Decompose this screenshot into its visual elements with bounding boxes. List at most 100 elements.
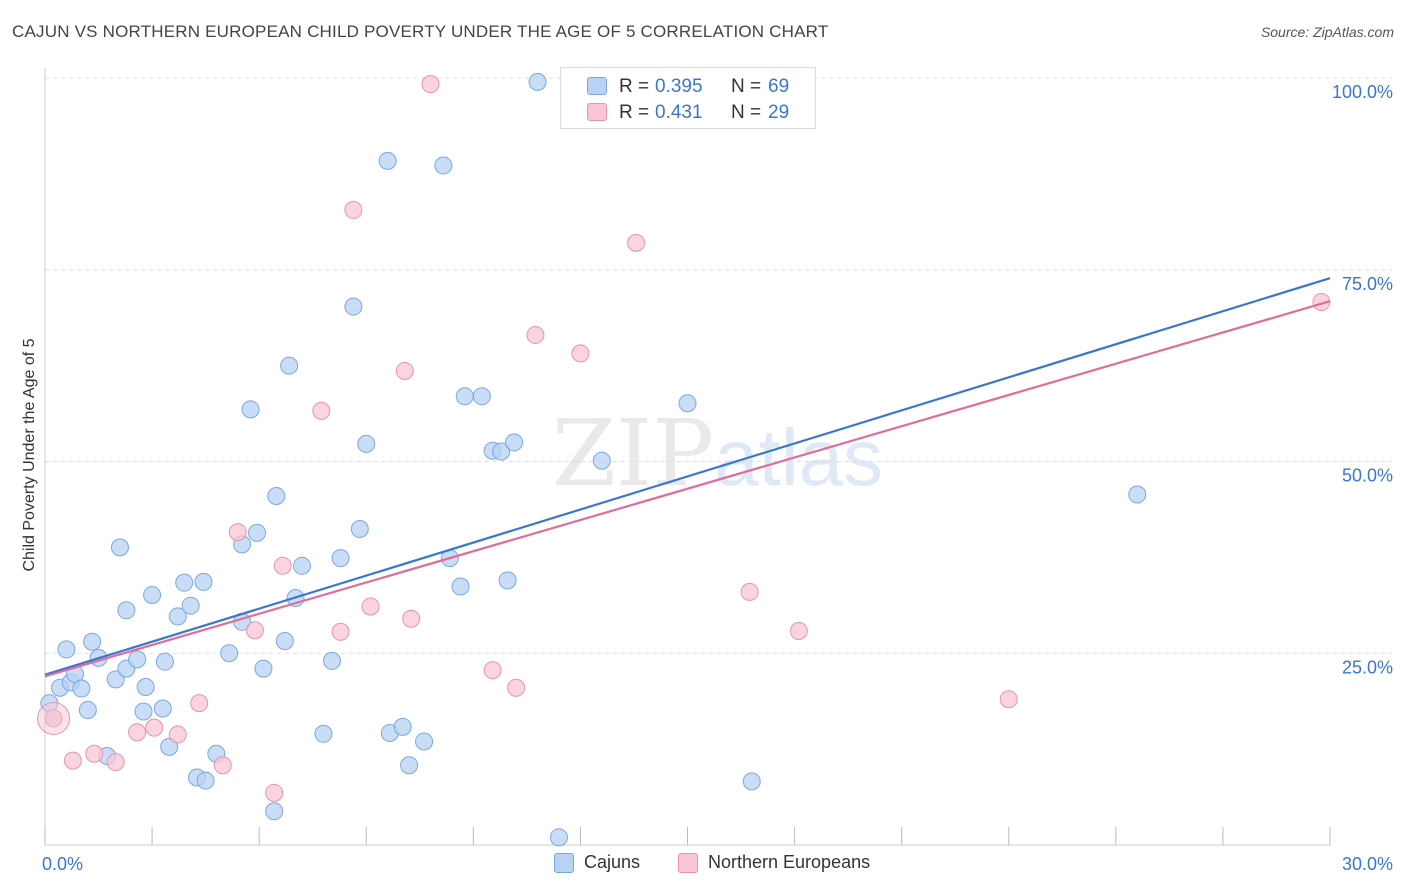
northern-europeans-swatch xyxy=(587,103,607,121)
cajuns-point xyxy=(550,828,568,847)
cajuns-r-value: 0.395 xyxy=(655,76,703,97)
cajuns-point xyxy=(241,400,260,419)
cajuns-point xyxy=(254,659,273,678)
northern-europeans-point xyxy=(265,783,284,802)
trend-lines xyxy=(44,277,1331,678)
r-label: R = xyxy=(619,102,650,123)
cajuns-point xyxy=(153,699,172,718)
cajuns-point xyxy=(415,732,434,751)
northern-europeans-r-value: 0.431 xyxy=(655,102,703,123)
cajuns-point xyxy=(451,577,470,596)
cajuns-point xyxy=(455,387,474,406)
cajuns-point xyxy=(378,151,397,170)
cajuns-legend-swatch xyxy=(554,853,574,873)
cajuns-trend-line xyxy=(44,277,1331,676)
cajuns-point xyxy=(350,519,369,538)
cajuns-point xyxy=(160,737,179,756)
northern-europeans-point xyxy=(213,756,232,775)
northern-europeans-trend-line xyxy=(44,300,1331,678)
northern-europeans-point xyxy=(526,325,545,344)
cajuns-point xyxy=(117,601,136,620)
cajuns-point xyxy=(72,679,91,698)
northern-europeans-point xyxy=(789,622,808,641)
northern-europeans-point xyxy=(168,725,187,744)
cajuns-point xyxy=(344,297,363,316)
northern-europeans-point xyxy=(245,621,264,640)
axes xyxy=(44,68,1331,846)
n-label: N = xyxy=(731,76,762,97)
cajuns-point xyxy=(742,772,761,791)
cajuns-point xyxy=(220,644,239,663)
cajuns-point xyxy=(505,433,524,452)
cajuns-point xyxy=(83,632,102,651)
northern-europeans-point xyxy=(344,200,363,219)
legend-stats: R = 0.395 N = 69 R = 0.431 N = 29 xyxy=(560,67,816,129)
r-label: R = xyxy=(619,76,650,97)
x-tick-label: 0.0% xyxy=(42,854,83,874)
cajuns-points xyxy=(40,72,1147,847)
cajuns-point xyxy=(175,573,194,592)
northern-europeans-point xyxy=(361,597,380,616)
northern-europeans-point xyxy=(999,690,1018,709)
northern-europeans-point-cluster xyxy=(37,701,71,735)
tick-labels: 25.0% 50.0% 75.0% 100.0% 0.0% 30.0% xyxy=(42,82,1393,874)
cajuns-point xyxy=(528,72,547,91)
cajuns-point xyxy=(1128,485,1147,504)
cajuns-point xyxy=(280,356,299,375)
cajuns-point xyxy=(393,717,412,736)
cajuns-point xyxy=(136,677,155,696)
cajuns-n-value: 69 xyxy=(768,76,790,97)
cajuns-point xyxy=(110,538,129,557)
watermark-atlas: atlas xyxy=(714,413,884,502)
cajuns-point xyxy=(314,724,333,743)
y-tick-label: 25.0% xyxy=(1342,657,1393,677)
cajuns-point xyxy=(267,487,286,506)
cajuns-point xyxy=(293,556,311,575)
cajuns-point xyxy=(678,394,697,413)
cajuns-point xyxy=(592,451,611,470)
cajuns-point xyxy=(322,651,341,670)
cajuns-point xyxy=(128,650,147,669)
cajuns-point xyxy=(498,571,517,590)
cajuns-point xyxy=(331,549,350,568)
northern-europeans-point xyxy=(571,344,590,363)
cajuns-legend-label: Cajuns xyxy=(584,852,641,872)
cajuns-point xyxy=(196,771,215,790)
y-tick-label: 75.0% xyxy=(1342,274,1393,294)
northern-europeans-point xyxy=(483,661,502,680)
cajuns-point xyxy=(78,701,97,720)
northern-europeans-point xyxy=(106,753,125,772)
cajuns-point xyxy=(400,756,419,775)
cajuns-point xyxy=(472,387,491,406)
northern-europeans-point xyxy=(190,694,209,713)
northern-europeans-point xyxy=(331,622,350,641)
n-label: N = xyxy=(731,102,762,123)
northern-europeans-point xyxy=(273,556,292,575)
northern-europeans-point xyxy=(85,744,104,763)
cajuns-point xyxy=(434,156,453,175)
cajuns-point xyxy=(248,523,267,542)
cajuns-point xyxy=(57,640,76,659)
cajuns-point xyxy=(143,585,162,604)
x-tick-label: 30.0% xyxy=(1342,854,1393,874)
cajuns-point xyxy=(106,670,125,689)
northern-europeans-point xyxy=(740,582,759,601)
northern-europeans-legend-swatch xyxy=(678,853,698,873)
cajuns-point xyxy=(492,442,511,461)
northern-europeans-point xyxy=(228,523,247,542)
cajuns-point xyxy=(194,572,213,591)
y-tick-label: 100.0% xyxy=(1332,82,1393,102)
cajuns-point xyxy=(265,802,284,821)
northern-europeans-point xyxy=(63,751,82,770)
source-attribution: Source: ZipAtlas.com xyxy=(1260,24,1394,40)
northern-europeans-legend-label: Northern Europeans xyxy=(708,852,871,872)
cajuns-swatch xyxy=(587,77,607,95)
northern-europeans-points xyxy=(37,75,1331,802)
northern-europeans-point xyxy=(507,678,526,697)
northern-europeans-n-value: 29 xyxy=(768,102,790,123)
cajuns-point xyxy=(357,434,376,453)
chart-title: CAJUN VS NORTHERN EUROPEAN CHILD POVERTY… xyxy=(12,22,829,41)
cajuns-point xyxy=(168,607,187,626)
northern-europeans-point xyxy=(128,723,147,742)
